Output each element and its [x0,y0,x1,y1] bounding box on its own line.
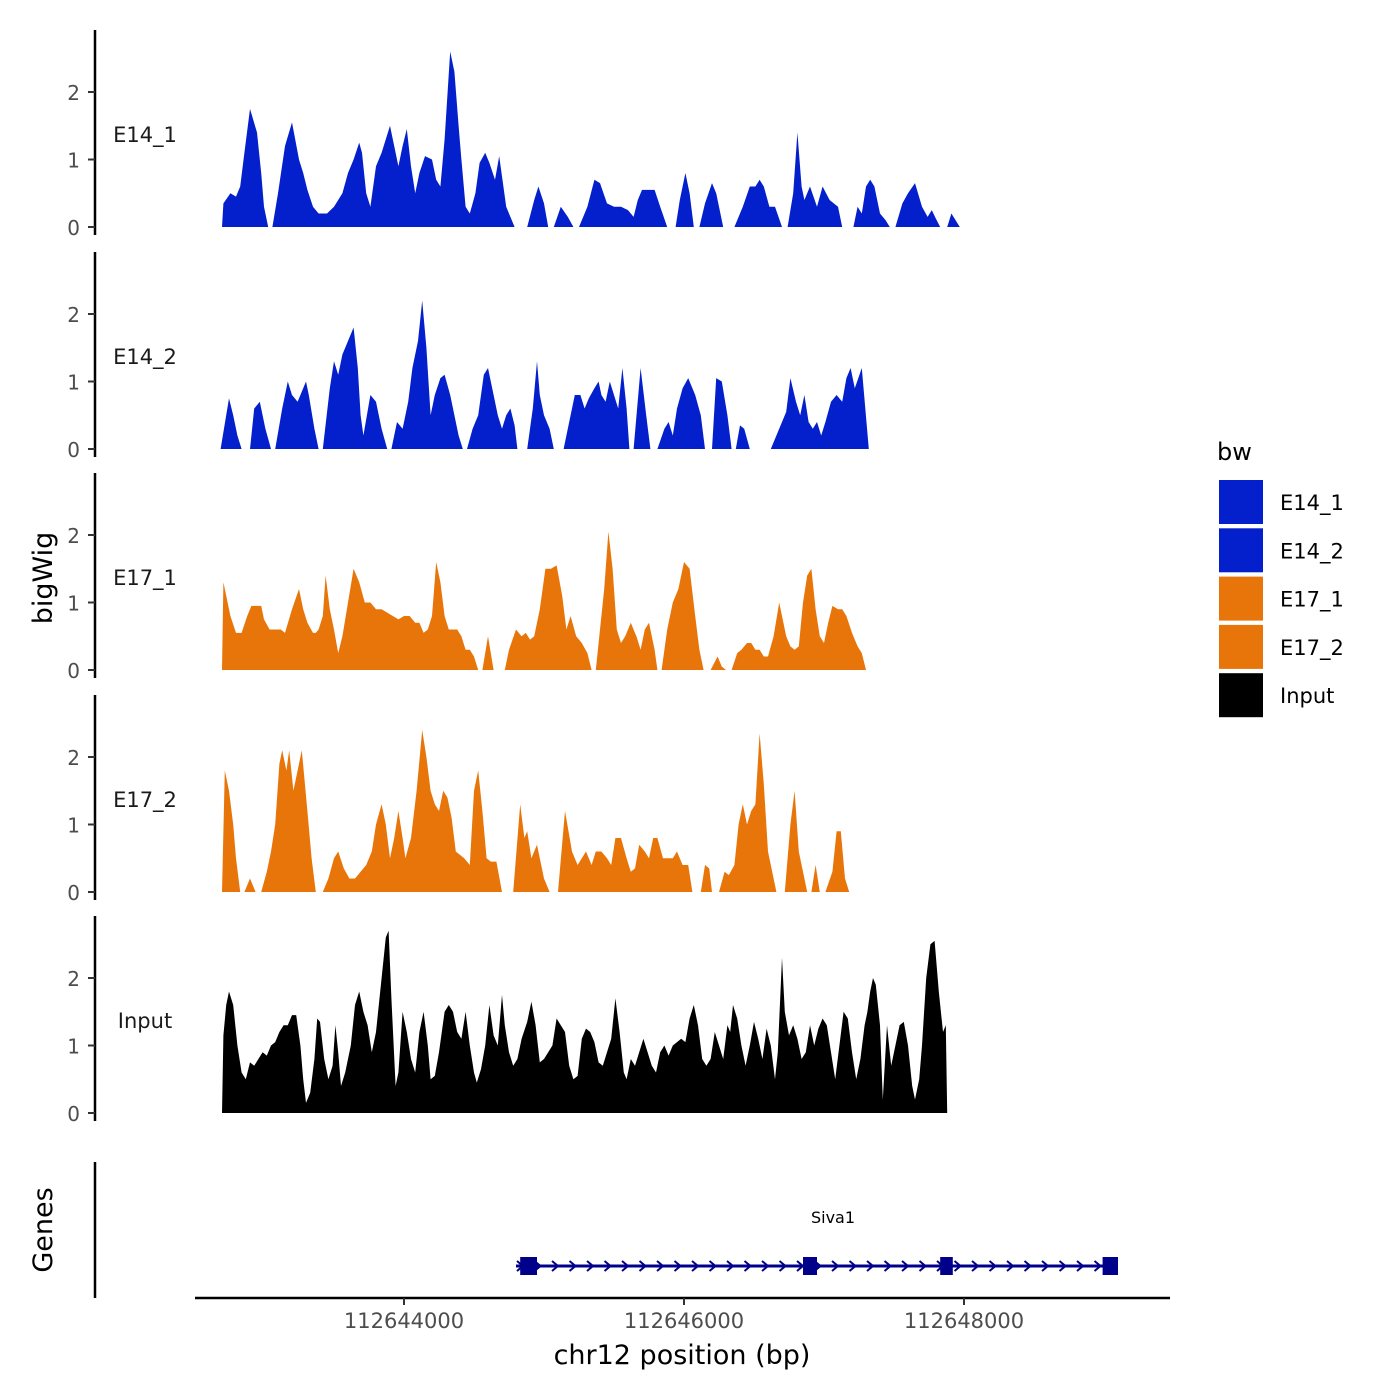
coverage-area-e17-2 [222,730,850,892]
y-tick-label: 1 [67,814,80,838]
track-panel-input: 0 1 2 Input [67,916,948,1126]
strand-arrow [1058,1260,1068,1272]
strand-arrow [988,1260,998,1272]
legend-swatch [1219,624,1263,669]
x-tick-label: 112644000 [344,1309,464,1333]
strand-arrow [971,1260,980,1272]
coverage-area-input [222,930,948,1113]
strand-arrow [621,1260,630,1272]
track-panel-e14-1: 0 1 2 E14_1 [67,30,960,240]
y-tick-label: 1 [67,371,80,395]
exon-block [940,1257,953,1275]
gene-name-label: Siva1 [811,1208,855,1227]
legend-entry-input: Input [1219,673,1334,718]
strand-arrow [691,1260,700,1272]
strand-arrow [586,1260,595,1272]
y-tick-label: 2 [67,524,80,548]
genes-panel: Genes Siva1 [28,1162,1118,1298]
strand-arrow [708,1260,718,1272]
strand-arrow [1093,1260,1103,1272]
y-tick-label: 0 [67,881,80,905]
track-label: E14_2 [113,345,177,370]
track-panel-e17-1: 0 1 2 E17_1 [67,473,866,683]
strand-arrow [743,1260,753,1272]
strand-arrow [1006,1260,1015,1272]
y-tick-label: 0 [67,659,80,683]
legend-label: E17_2 [1280,636,1344,661]
legend: bw E14_1 E14_2 E17_1 E17_2 Input [1217,438,1344,718]
legend-swatch [1219,528,1263,573]
y-tick-label: 1 [67,592,80,616]
strand-arrow [551,1260,560,1272]
coverage-area-e17-1 [222,531,866,670]
legend-entry-e17-1: E17_1 [1219,576,1344,621]
strand-arrow [656,1260,665,1272]
y-axis-title: bigWig [28,532,59,625]
track-label: E17_2 [113,788,177,813]
legend-entry-e14-1: E14_1 [1219,480,1344,524]
legend-title: bw [1217,438,1252,466]
legend-label: E17_1 [1280,588,1344,613]
legend-label: E14_1 [1280,491,1344,516]
strand-arrow [726,1260,735,1272]
strand-arrow [638,1260,648,1272]
exon-block [803,1257,817,1275]
y-tick-label: 1 [67,1035,80,1059]
y-tick-label: 0 [67,438,80,462]
legend-label: E14_2 [1280,539,1344,564]
legend-entry-e14-2: E14_2 [1219,528,1344,573]
y-tick-label: 2 [67,303,80,327]
strand-arrow [673,1260,683,1272]
coverage-area-e14-1 [222,51,960,227]
legend-entry-e17-2: E17_2 [1219,624,1344,669]
strand-arrow [1023,1260,1033,1272]
x-axis: 112644000 112646000 112648000 [195,1296,1170,1333]
strand-arrow [866,1260,875,1272]
legend-swatch [1219,576,1263,621]
y-tick-label: 0 [67,1102,80,1126]
legend-label: Input [1280,684,1334,708]
y-tick-label: 0 [67,216,80,240]
y-tick-label: 2 [67,967,80,991]
y-tick-label: 1 [67,149,80,173]
track-panel-e14-2: 0 1 2 E14_2 [67,252,869,462]
x-axis-title: chr12 position (bp) [554,1340,811,1371]
exon-block [520,1257,537,1275]
track-label: E17_1 [113,566,177,591]
gene-siva1: Siva1 [516,1208,1118,1275]
strand-arrow [1076,1260,1085,1272]
strand-arrow [1041,1260,1050,1272]
strand-arrow [831,1260,840,1272]
coverage-area-e14-2 [220,300,869,449]
track-label: E14_1 [113,123,177,148]
legend-swatch [1219,480,1263,524]
strand-arrow [761,1260,770,1272]
strand-arrow [848,1260,858,1272]
y-tick-label: 2 [67,746,80,770]
legend-swatch [1219,673,1263,718]
strand-arrow [901,1260,910,1272]
strand-arrow [953,1260,963,1272]
strand-arrow [883,1260,893,1272]
x-tick-label: 112648000 [904,1309,1024,1333]
track-label: Input [118,1009,172,1033]
exon-block [1102,1257,1118,1275]
strand-arrow [778,1260,788,1272]
strand-arrow [918,1260,928,1272]
strand-arrow [568,1260,578,1272]
track-panel-e17-2: 0 1 2 E17_2 [67,695,850,905]
strand-arrow [603,1260,613,1272]
y-tick-label: 2 [67,81,80,105]
x-tick-label: 112646000 [624,1309,744,1333]
genes-track-label: Genes [28,1187,59,1272]
coverage-panels: 0 1 2 E14_1 0 1 2 E14_2 0 1 2 E17_1 0 1 2 E17_2 0 1 2 Input [67,30,960,1126]
